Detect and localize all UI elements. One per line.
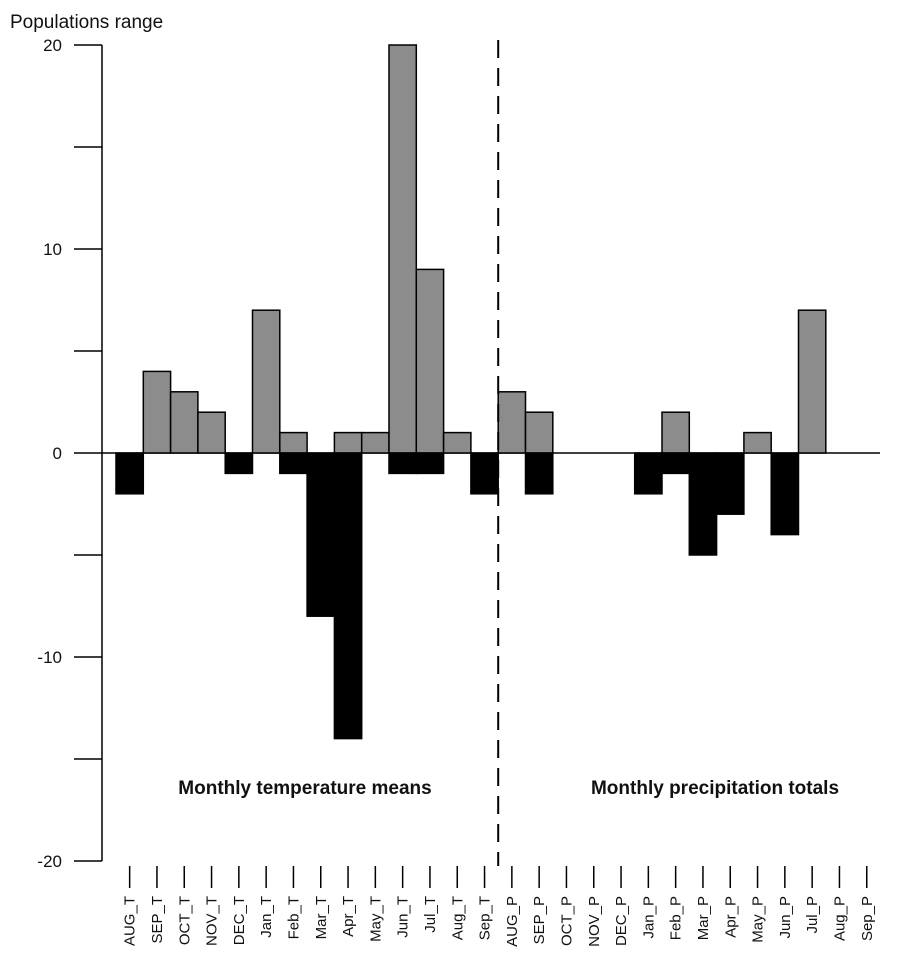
- bar-positive-May_T: [360, 431, 390, 454]
- x-tick-label: Mar_P: [695, 896, 712, 940]
- bar-negative-Apr_T: [333, 452, 363, 740]
- x-tick-label: Apr_P: [722, 896, 739, 938]
- bar-negative-Sep_T: [470, 452, 499, 495]
- x-tick-label: Feb_T: [285, 896, 302, 939]
- x-tick-label: OCT_P: [558, 896, 575, 946]
- bar-positive-May_P: [743, 431, 772, 454]
- bar-negative-Feb_P: [661, 452, 691, 475]
- bar-positive-Jul_P: [797, 309, 827, 454]
- x-tick-label: NOV_P: [586, 896, 603, 947]
- y-tick-label: -10: [37, 648, 62, 667]
- x-tick-label: Apr_T: [340, 896, 357, 937]
- bar-negative-SEP_P: [524, 452, 554, 495]
- bar-positive-OCT_T: [169, 391, 199, 454]
- x-tick-label: Aug_T: [449, 896, 466, 940]
- x-tick-label: DEC_P: [613, 896, 630, 946]
- bar-negative-Jun_T: [388, 452, 418, 475]
- x-tick-label: Sep_T: [477, 896, 494, 940]
- x-tick-label: DEC_T: [231, 896, 248, 945]
- x-tick-label: Feb_P: [668, 896, 685, 940]
- y-tick-label: -20: [37, 852, 62, 871]
- bar-negative-AUG_T: [115, 452, 145, 495]
- y-axis-label: Populations range: [10, 12, 163, 33]
- x-tick-label: Aug_P: [831, 896, 848, 941]
- annotation-precipitation: Monthly precipitation totals: [591, 778, 839, 799]
- bar-negative-Feb_T: [279, 452, 308, 475]
- bar-negative-Jul_T: [415, 452, 445, 475]
- x-tick-label: OCT_T: [176, 896, 193, 945]
- x-tick-label: Jan_T: [258, 896, 275, 938]
- x-tick-label: Mar_T: [313, 896, 330, 939]
- x-tick-label: May_T: [367, 896, 384, 942]
- x-tick-label: NOV_T: [204, 896, 221, 946]
- bar-negative-DEC_T: [224, 452, 254, 475]
- bar-positive-Jul_T: [415, 268, 445, 454]
- x-tick-label: AUG_T: [122, 896, 139, 946]
- bar-positive-Feb_P: [661, 411, 691, 454]
- bar-positive-NOV_T: [197, 411, 226, 454]
- x-tick-label: Jul_P: [804, 896, 821, 934]
- bar-positive-AUG_P: [497, 391, 527, 454]
- bar-positive-Jun_T: [388, 44, 418, 454]
- x-tick-label: Jul_T: [422, 896, 439, 933]
- bar-negative-Mar_P: [688, 452, 718, 556]
- bar-positive-SEP_P: [524, 411, 554, 454]
- bar-negative-Mar_T: [306, 452, 336, 617]
- x-tick-label: SEP_P: [531, 896, 548, 944]
- bar-negative-Apr_P: [715, 452, 745, 515]
- x-tick-label: Jun_P: [777, 896, 794, 939]
- bar-positive-Feb_T: [279, 431, 308, 454]
- bar-negative-Jan_P: [633, 452, 663, 495]
- annotation-temperature: Monthly temperature means: [178, 778, 431, 799]
- bars: [115, 44, 827, 740]
- x-tick-label: Jan_P: [640, 896, 657, 939]
- x-tick-label: Sep_P: [859, 896, 876, 941]
- bar-positive-SEP_T: [142, 370, 172, 454]
- x-tick-label: May_P: [750, 896, 767, 943]
- y-tick-label: 10: [43, 240, 62, 259]
- x-tick-label: Jun_T: [395, 896, 412, 938]
- y-tick-label: 20: [43, 36, 62, 55]
- x-tick-label: SEP_T: [149, 896, 166, 944]
- bar-positive-Apr_T: [333, 431, 363, 454]
- bar-negative-Jun_P: [770, 452, 800, 536]
- bar-positive-Jan_T: [251, 309, 281, 454]
- ticks: -20 -10 0 10 20 AUG_T SEP_T OCT_T NOV_T DEC_T Jan_…: [37, 36, 875, 947]
- y-tick-label: 0: [53, 444, 62, 463]
- x-tick-label: AUG_P: [504, 896, 521, 947]
- bar-positive-Aug_T: [442, 431, 472, 454]
